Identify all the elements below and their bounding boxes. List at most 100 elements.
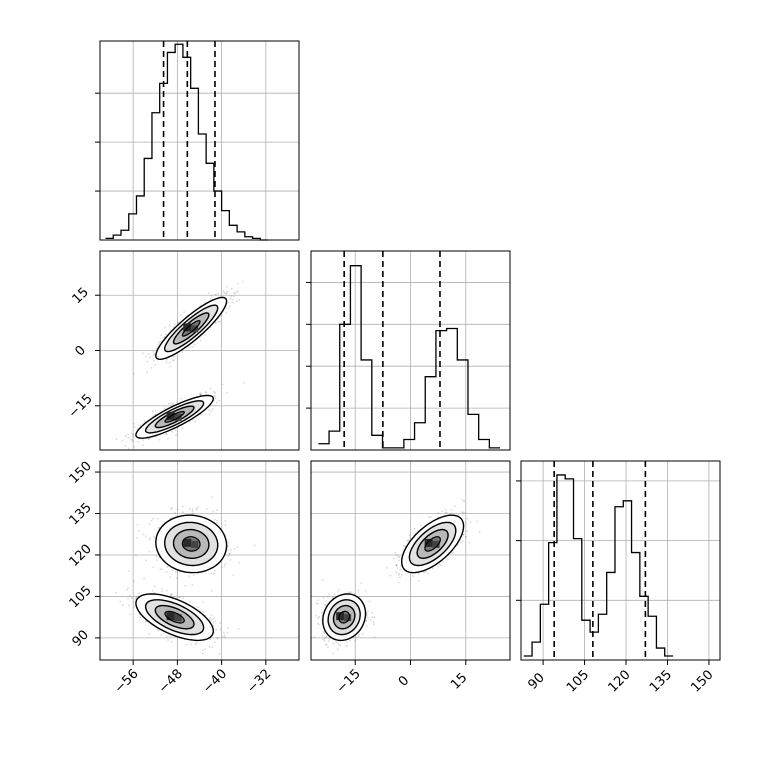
sample-point xyxy=(165,589,168,592)
sample-point xyxy=(130,597,133,599)
sample-point xyxy=(172,402,175,405)
sample-point xyxy=(230,295,232,298)
sample-point xyxy=(318,615,321,618)
sample-point xyxy=(315,614,318,617)
sample-point xyxy=(214,395,217,397)
sample-point xyxy=(227,627,230,630)
sample-point xyxy=(417,579,420,582)
sample-point xyxy=(231,298,234,301)
sample-point xyxy=(226,285,229,288)
sample-point xyxy=(139,424,142,427)
sample-point xyxy=(172,359,175,362)
sample-point xyxy=(183,311,186,313)
sample-point xyxy=(397,559,400,562)
scatter-panel-3-2 xyxy=(308,460,511,661)
sample-point xyxy=(184,585,187,587)
panel-content xyxy=(100,461,299,660)
sample-point xyxy=(157,517,160,520)
sample-point xyxy=(317,599,319,602)
sample-point xyxy=(209,617,212,619)
sample-point xyxy=(161,590,163,593)
sample-point xyxy=(219,628,222,631)
sample-point xyxy=(169,593,172,596)
sample-point xyxy=(325,644,327,647)
sample-point xyxy=(229,297,232,300)
sample-point xyxy=(202,649,204,652)
sample-point xyxy=(128,604,130,607)
x-tick-label: −15 xyxy=(334,667,364,697)
sample-point xyxy=(327,646,329,649)
sample-point xyxy=(175,571,177,573)
sample-point xyxy=(127,597,129,600)
sample-point xyxy=(367,610,369,612)
sample-point xyxy=(173,323,176,326)
x-tick-label: −32 xyxy=(244,667,274,697)
sample-point xyxy=(408,534,411,537)
histogram-series-p3 xyxy=(523,474,674,657)
sample-point xyxy=(193,343,196,346)
sample-point xyxy=(152,360,155,362)
histogram-series-p2 xyxy=(318,265,501,449)
sample-point xyxy=(228,552,231,555)
sample-point xyxy=(136,523,139,526)
sample-point xyxy=(163,336,166,338)
sample-point xyxy=(181,351,184,353)
sample-point xyxy=(185,643,188,646)
sample-point xyxy=(321,634,324,637)
sample-point xyxy=(355,636,358,638)
sample-point xyxy=(353,593,356,595)
sample-point xyxy=(215,628,217,631)
sample-point xyxy=(152,351,155,353)
sample-point xyxy=(191,508,194,511)
sample-point xyxy=(234,292,237,294)
sample-point xyxy=(145,355,147,358)
sample-point xyxy=(178,596,181,598)
sample-point xyxy=(209,387,212,389)
sample-point xyxy=(395,571,398,574)
sample-point xyxy=(129,613,132,616)
sample-point xyxy=(181,427,184,429)
sample-point xyxy=(190,643,192,646)
sample-point xyxy=(233,292,236,295)
sample-point xyxy=(229,559,232,561)
sample-point xyxy=(148,523,151,525)
sample-point xyxy=(449,512,452,515)
density-core xyxy=(166,612,175,621)
sample-point xyxy=(444,511,447,514)
sample-point xyxy=(195,507,198,510)
sample-point xyxy=(398,572,400,575)
sample-point xyxy=(216,509,219,511)
sample-point xyxy=(196,642,198,644)
histogram-panel-2 xyxy=(306,250,511,451)
sample-point xyxy=(153,585,156,588)
sample-point xyxy=(127,433,129,436)
sample-point xyxy=(200,413,203,416)
density-core xyxy=(183,538,192,547)
sample-point xyxy=(357,589,360,592)
sample-point xyxy=(224,524,227,526)
sample-point xyxy=(332,652,334,655)
sample-point xyxy=(227,546,230,548)
sample-point xyxy=(145,535,148,538)
sample-point xyxy=(149,537,152,539)
sample-point xyxy=(446,558,449,561)
sample-point xyxy=(133,423,135,425)
sample-point xyxy=(232,574,235,577)
sample-point xyxy=(461,499,464,501)
sample-point xyxy=(170,506,173,509)
density-core xyxy=(336,612,345,621)
sample-point xyxy=(169,576,172,579)
sample-point xyxy=(209,297,212,300)
sample-point xyxy=(212,618,215,620)
sample-point xyxy=(322,578,324,581)
sample-point xyxy=(402,544,405,547)
sample-point xyxy=(160,634,163,636)
sample-point xyxy=(192,512,195,515)
sample-point xyxy=(212,625,215,627)
sample-point xyxy=(223,565,226,567)
sample-point xyxy=(131,434,134,436)
sample-point xyxy=(308,639,310,641)
sample-point xyxy=(137,441,140,443)
sample-point xyxy=(115,438,118,441)
sample-point xyxy=(211,408,214,411)
